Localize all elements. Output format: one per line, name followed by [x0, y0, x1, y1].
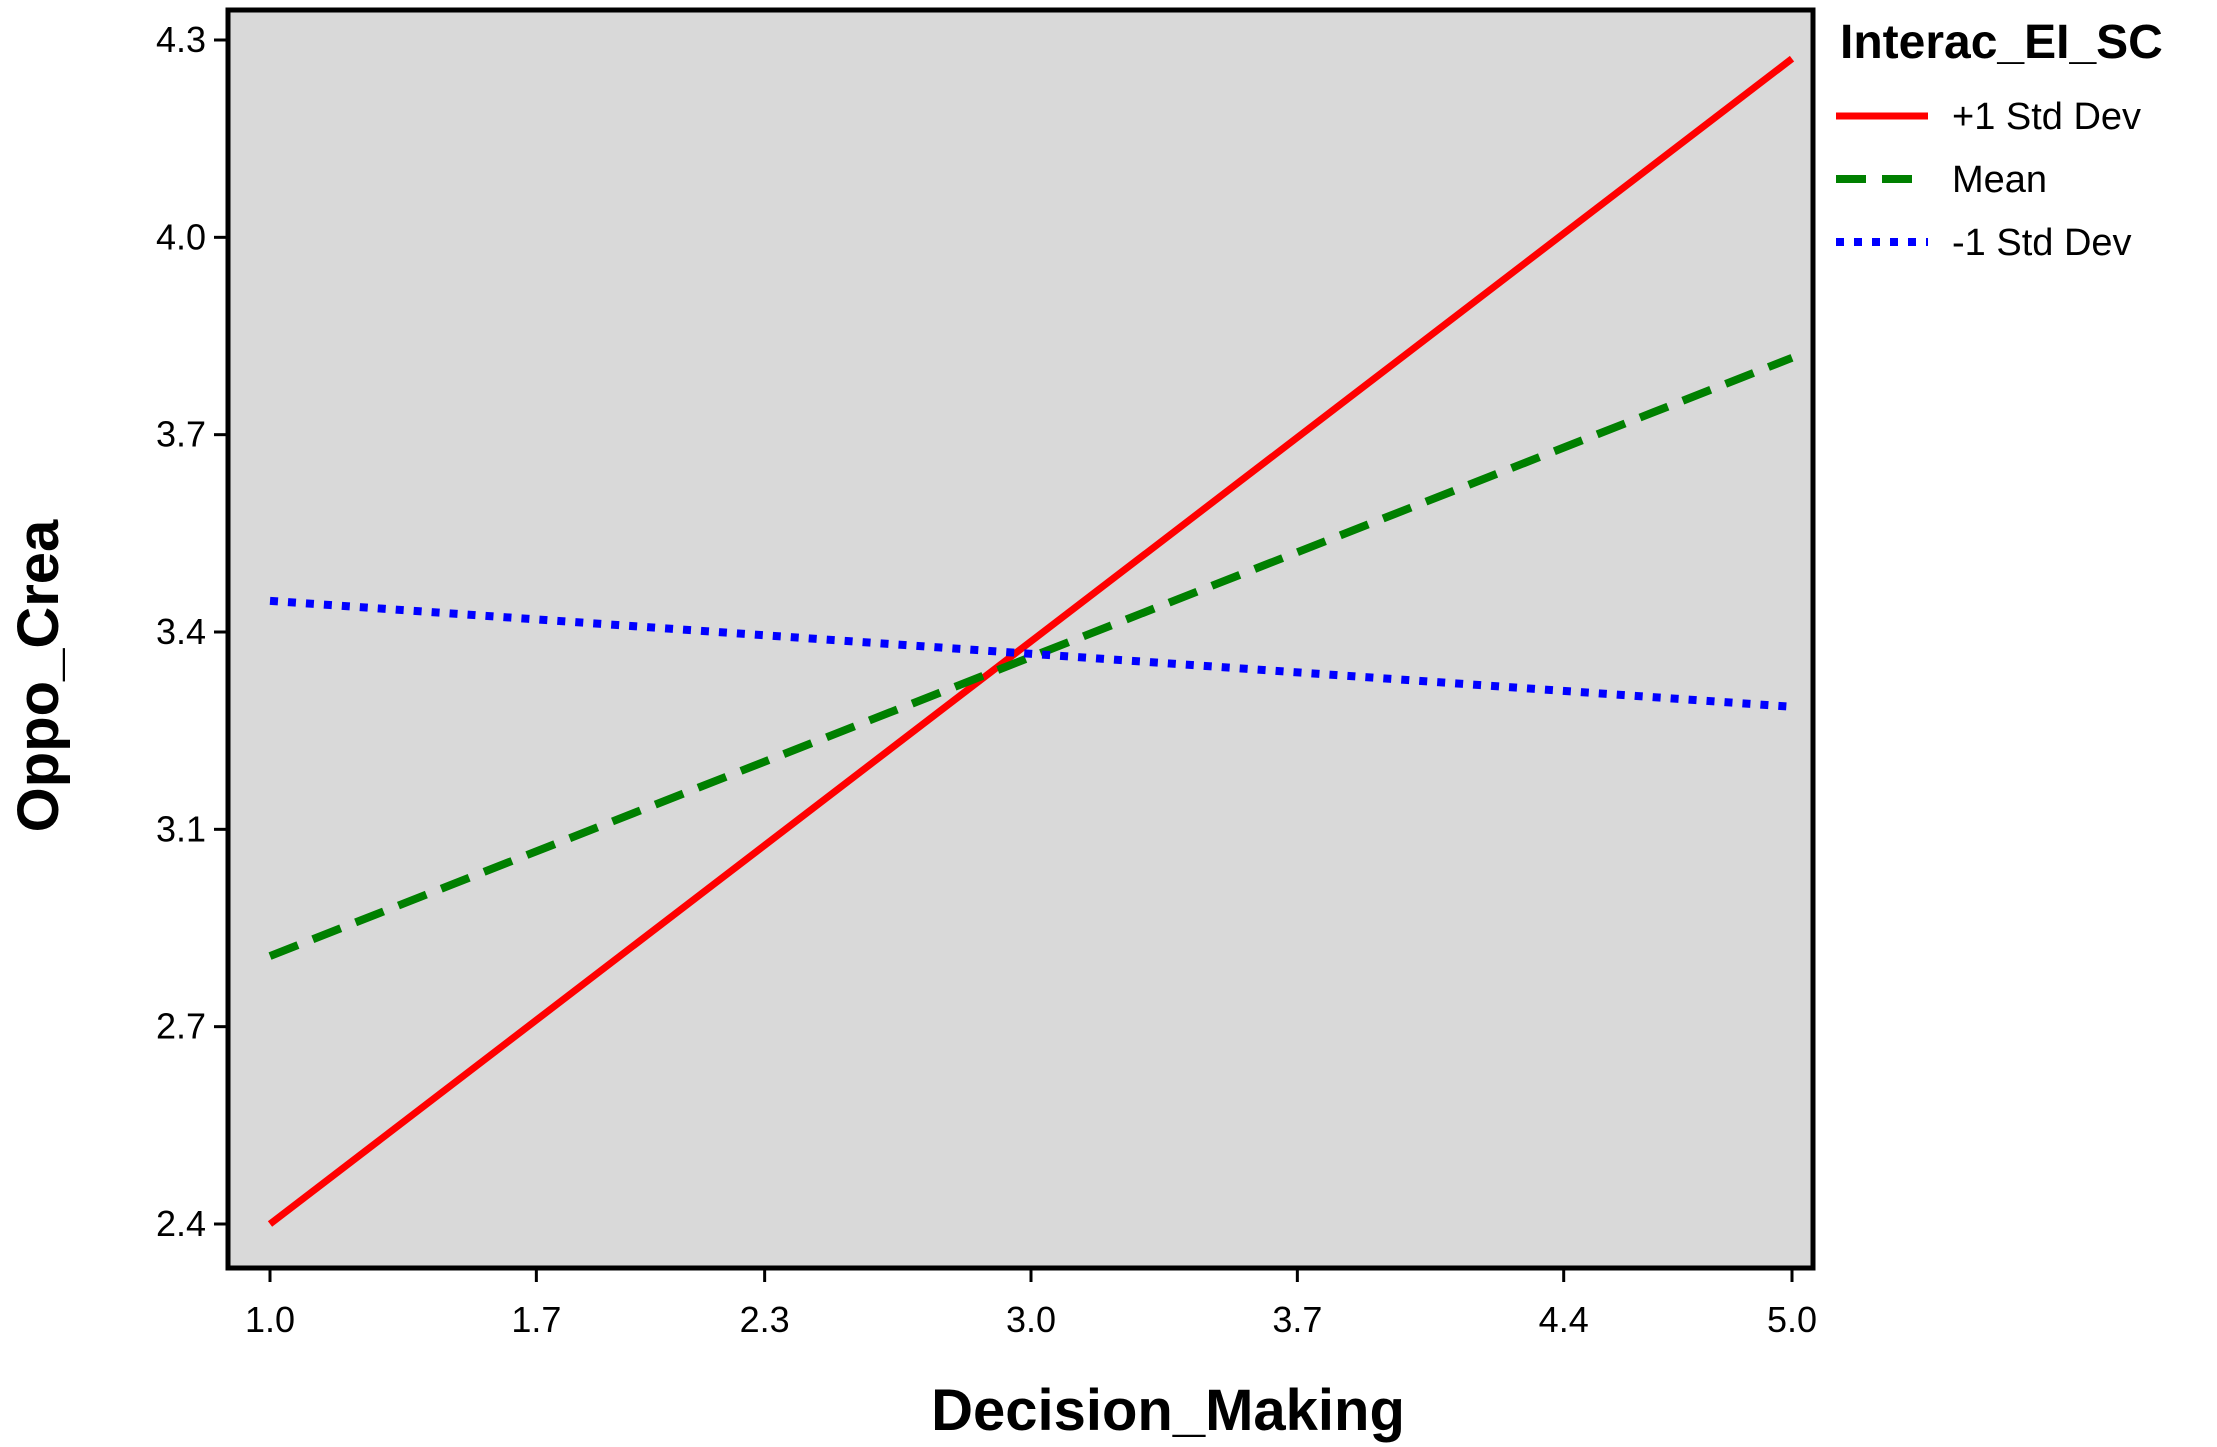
legend: Interac_EI_SC +1 Std Dev Mean -1 Std Dev: [1836, 16, 2163, 264]
legend-label-3: -1 Std Dev: [1952, 222, 2132, 264]
plot-area-background: [228, 10, 1813, 1268]
x-tick-label: 1.7: [511, 1299, 561, 1340]
legend-title: Interac_EI_SC: [1840, 16, 2163, 69]
x-axis-ticks: 1.0 1.7 2.3 3.0 3.7 4.4 5.0: [245, 1268, 1817, 1340]
y-tick-label: 3.7: [156, 414, 206, 455]
y-tick-label: 2.4: [156, 1203, 206, 1244]
plot-area-frame: [225, 7, 1816, 1271]
y-tick-label: 3.4: [156, 611, 206, 652]
series-line-2: [268, 354, 1794, 960]
y-tick-label: 4.0: [156, 216, 206, 257]
legend-label-1: +1 Std Dev: [1952, 96, 2141, 138]
series-line-3: [269, 596, 1793, 711]
legend-label-2: Mean: [1952, 159, 2047, 201]
x-tick-label: 3.0: [1006, 1299, 1056, 1340]
x-tick-label: 2.3: [740, 1299, 790, 1340]
y-axis-ticks: 2.4 2.7 3.1 3.4 3.7 4.0 4.3: [156, 19, 228, 1244]
series-layer: [267, 55, 1795, 1227]
y-tick-label: 4.3: [156, 19, 206, 60]
y-axis-title: Oppo_Crea: [6, 519, 71, 832]
y-tick-label: 2.7: [156, 1006, 206, 1047]
x-tick-label: 5.0: [1767, 1299, 1817, 1340]
x-tick-label: 4.4: [1539, 1299, 1589, 1340]
y-tick-label: 3.1: [156, 808, 206, 849]
x-axis-title: Decision_Making: [931, 1378, 1405, 1443]
x-tick-label: 3.7: [1272, 1299, 1322, 1340]
x-tick-label: 1.0: [245, 1299, 295, 1340]
series-line-1: [267, 55, 1795, 1227]
